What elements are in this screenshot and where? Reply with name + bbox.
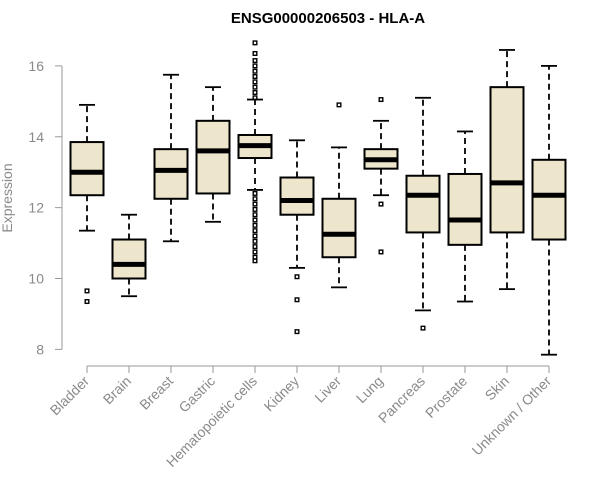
outlier-point xyxy=(252,206,258,212)
y-tick-label: 14 xyxy=(28,129,44,145)
outlier-point xyxy=(252,79,258,85)
box xyxy=(447,172,483,246)
chart-title: ENSG00000206503 - HLA-A xyxy=(231,10,425,27)
box xyxy=(153,148,189,200)
box xyxy=(531,158,567,241)
outlier-point xyxy=(252,258,258,264)
box-group xyxy=(363,97,399,255)
y-tick-label: 8 xyxy=(36,341,44,357)
outlier-point xyxy=(252,212,258,218)
box xyxy=(321,197,357,259)
outlier-point xyxy=(252,63,258,69)
outlier-point xyxy=(252,217,258,223)
box-group xyxy=(111,213,147,298)
x-tick-label: Liver xyxy=(311,373,344,406)
outlier-point xyxy=(252,95,258,101)
outlier-point xyxy=(84,299,90,305)
outlier-point xyxy=(252,58,258,64)
box-group xyxy=(489,49,525,291)
outlier-point xyxy=(252,249,258,255)
outlier-point xyxy=(420,325,426,331)
outlier-point xyxy=(252,222,258,228)
box xyxy=(111,238,147,280)
box-group xyxy=(153,73,189,243)
x-tick-label: Brain xyxy=(100,373,134,407)
outlier-point xyxy=(252,68,258,74)
box xyxy=(195,119,231,195)
outlier-point xyxy=(252,50,258,56)
box-group xyxy=(69,103,105,305)
x-tick-label: Kidney xyxy=(261,373,303,415)
x-tick-label: Pancreas xyxy=(375,373,428,426)
box xyxy=(489,86,525,234)
outlier-point xyxy=(336,102,342,108)
box-group xyxy=(195,86,231,223)
outlier-point xyxy=(252,196,258,202)
box-group xyxy=(279,139,315,335)
x-tick-label: Lung xyxy=(353,373,386,406)
box-group xyxy=(405,96,441,331)
plot-area xyxy=(69,40,567,356)
outlier-point xyxy=(378,249,384,255)
outlier-point xyxy=(378,201,384,207)
outlier-point xyxy=(294,329,300,335)
outlier-point xyxy=(252,190,258,196)
outlier-point xyxy=(294,297,300,303)
outlier-point xyxy=(378,97,384,103)
outlier-point xyxy=(252,89,258,95)
outlier-point xyxy=(252,228,258,234)
box xyxy=(279,176,315,216)
outlier-point xyxy=(252,84,258,90)
outlier-point xyxy=(252,201,258,207)
box-group xyxy=(447,130,483,303)
box-group xyxy=(531,64,567,356)
outlier-point xyxy=(252,238,258,244)
y-tick-label: 12 xyxy=(28,200,44,216)
x-tick-label: Bladder xyxy=(47,373,93,419)
x-tick-label: Prostate xyxy=(422,373,470,421)
outlier-point xyxy=(252,244,258,250)
x-tick-label: Breast xyxy=(136,373,176,413)
y-tick-label: 10 xyxy=(28,271,44,287)
y-tick-label: 16 xyxy=(28,58,44,74)
x-tick-label: Unknown / Other xyxy=(469,373,555,459)
outlier-point xyxy=(252,74,258,80)
box xyxy=(405,174,441,234)
outlier-point xyxy=(252,233,258,239)
x-tick-label: Skin xyxy=(482,373,513,404)
outlier-point xyxy=(84,288,90,294)
y-axis-label: Expression xyxy=(0,163,15,232)
y-axis: 8 10 12 14 16 xyxy=(28,58,63,357)
box-group xyxy=(321,102,357,289)
box xyxy=(69,141,105,197)
outlier-point xyxy=(252,40,258,46)
outlier-point xyxy=(294,274,300,280)
box-group xyxy=(237,40,273,264)
